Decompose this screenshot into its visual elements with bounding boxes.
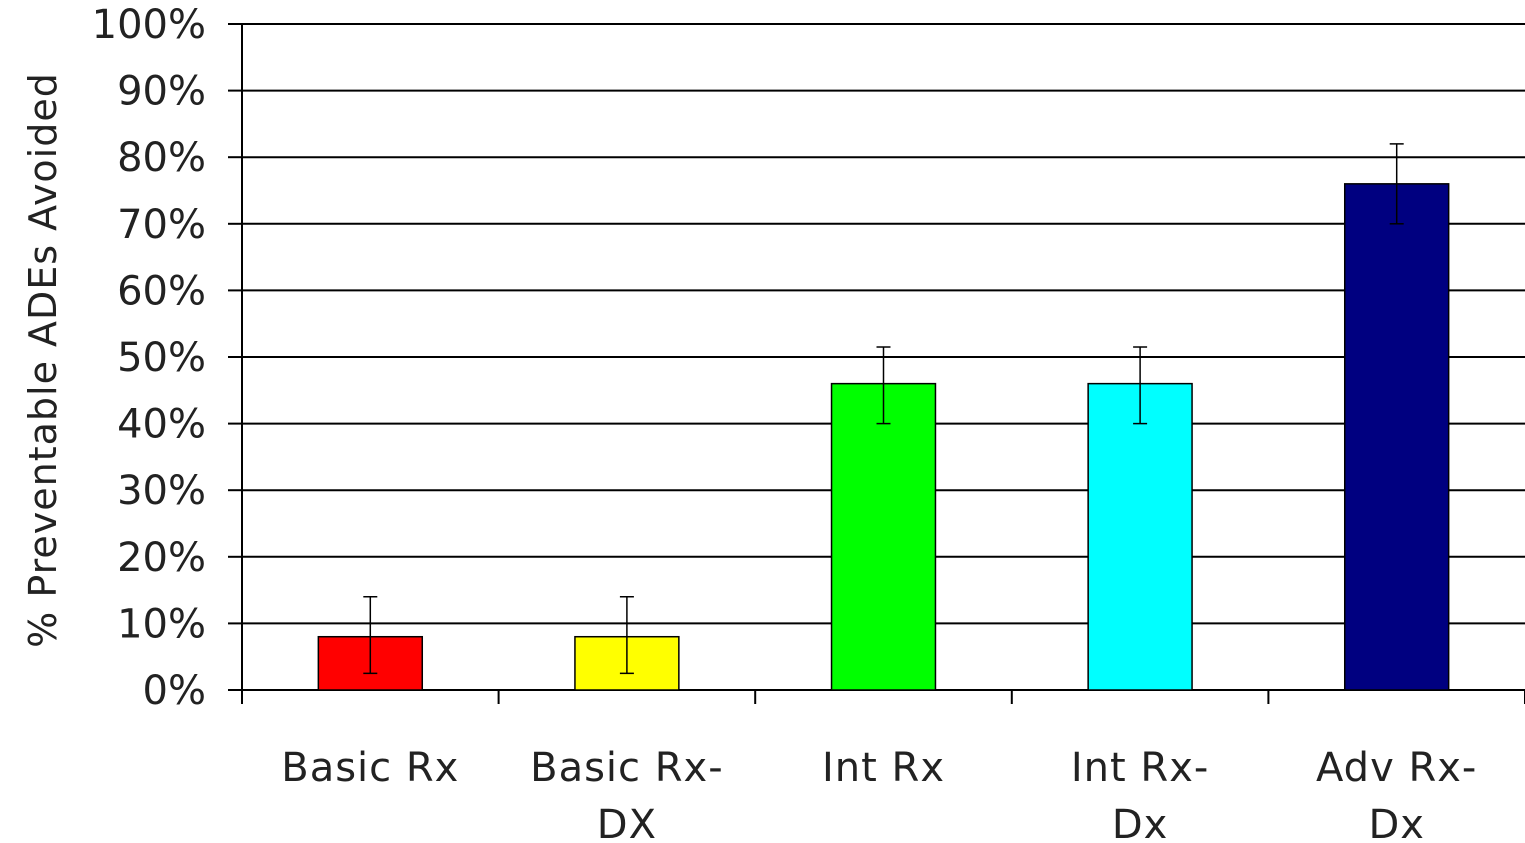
error-bars <box>363 143 1404 675</box>
x-category-label: Adv Rx-Dx <box>1316 745 1477 843</box>
bar-adv-rx-dx <box>1343 183 1450 691</box>
bar-int-rx <box>830 382 937 691</box>
y-tick-label: 30% <box>117 468 206 514</box>
bar-int-rx-dx <box>1087 382 1193 691</box>
y-tick-label: 10% <box>117 601 206 647</box>
x-category-label: Int Rx <box>822 745 945 791</box>
y-tick-label: 90% <box>117 69 206 115</box>
y-tick-label: 20% <box>117 535 206 581</box>
x-category-label: Basic Rx <box>281 745 459 791</box>
y-tick-label: 100% <box>92 2 206 48</box>
y-tick-label: 50% <box>117 335 206 381</box>
error-bar <box>876 346 891 425</box>
x-category-label: Int Rx-Dx <box>1071 745 1209 843</box>
bars <box>317 183 1450 691</box>
labels: 0% 10% 20% 30% 40% 50% 60% 70% 80% 90% 100% Basic R… <box>92 2 1477 843</box>
y-tick-label: 40% <box>117 402 206 448</box>
error-bar <box>1389 143 1404 225</box>
y-tick-label: 80% <box>117 135 206 181</box>
y-axis-title: % Preventable ADEs Avoided <box>21 72 65 648</box>
y-tick-label: 60% <box>117 268 206 314</box>
y-tick-label: 70% <box>117 202 206 248</box>
y-tick-label: 0% <box>143 668 206 714</box>
error-bar <box>619 596 634 675</box>
axes <box>228 23 1525 704</box>
error-bar <box>1133 346 1148 425</box>
x-category-label: Basic Rx-DX <box>530 745 724 843</box>
error-bar <box>363 596 378 675</box>
